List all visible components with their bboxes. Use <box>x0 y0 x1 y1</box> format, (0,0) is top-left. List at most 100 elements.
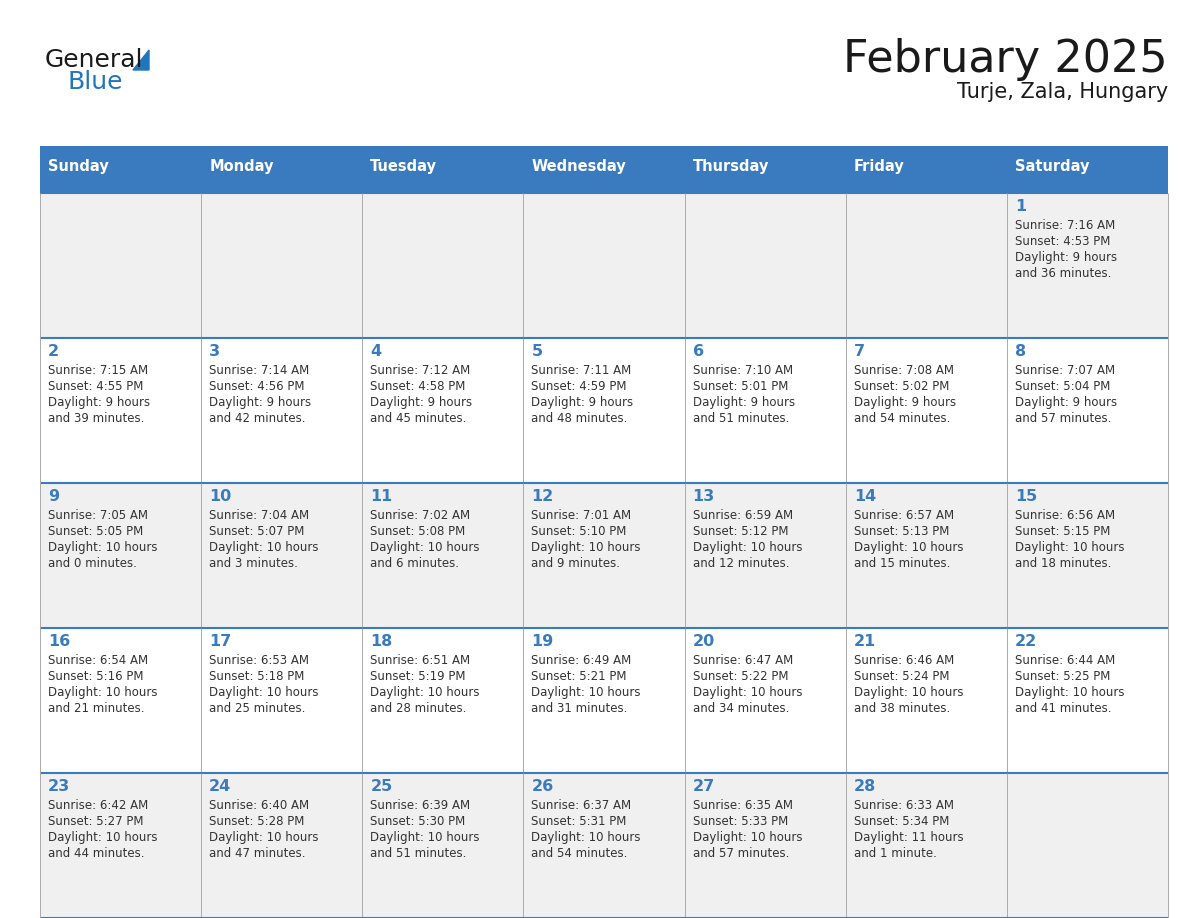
Text: Sunset: 4:58 PM: Sunset: 4:58 PM <box>371 380 466 393</box>
Text: Sunrise: 6:56 AM: Sunrise: 6:56 AM <box>1015 509 1116 522</box>
Text: 8: 8 <box>1015 344 1026 359</box>
Text: Daylight: 9 hours: Daylight: 9 hours <box>371 396 473 409</box>
Text: 5: 5 <box>531 344 543 359</box>
Text: Sunset: 5:31 PM: Sunset: 5:31 PM <box>531 815 627 828</box>
Text: Sunrise: 6:39 AM: Sunrise: 6:39 AM <box>371 799 470 812</box>
Text: and 42 minutes.: and 42 minutes. <box>209 412 305 425</box>
Text: Sunset: 4:59 PM: Sunset: 4:59 PM <box>531 380 627 393</box>
Text: Sunrise: 7:14 AM: Sunrise: 7:14 AM <box>209 364 309 377</box>
Text: and 0 minutes.: and 0 minutes. <box>48 557 137 570</box>
Text: Friday: Friday <box>854 159 904 174</box>
Text: 20: 20 <box>693 634 715 649</box>
Text: Sunset: 4:53 PM: Sunset: 4:53 PM <box>1015 235 1111 248</box>
Text: Sunrise: 6:54 AM: Sunrise: 6:54 AM <box>48 654 148 667</box>
Text: 17: 17 <box>209 634 232 649</box>
Text: 15: 15 <box>1015 489 1037 504</box>
Text: Sunrise: 7:08 AM: Sunrise: 7:08 AM <box>854 364 954 377</box>
Text: and 57 minutes.: and 57 minutes. <box>693 847 789 860</box>
Bar <box>40 483 1168 628</box>
Text: and 3 minutes.: and 3 minutes. <box>209 557 298 570</box>
Text: 18: 18 <box>371 634 392 649</box>
Text: 12: 12 <box>531 489 554 504</box>
Text: and 51 minutes.: and 51 minutes. <box>693 412 789 425</box>
Bar <box>40 628 1168 773</box>
Text: 14: 14 <box>854 489 876 504</box>
Text: Sunrise: 7:12 AM: Sunrise: 7:12 AM <box>371 364 470 377</box>
Text: Sunrise: 7:15 AM: Sunrise: 7:15 AM <box>48 364 148 377</box>
Text: Sunset: 4:55 PM: Sunset: 4:55 PM <box>48 380 144 393</box>
Text: and 41 minutes.: and 41 minutes. <box>1015 702 1111 715</box>
Bar <box>40 773 1168 918</box>
Text: Sunrise: 6:40 AM: Sunrise: 6:40 AM <box>209 799 309 812</box>
Text: Sunset: 5:10 PM: Sunset: 5:10 PM <box>531 525 627 538</box>
Text: Daylight: 10 hours: Daylight: 10 hours <box>1015 686 1124 699</box>
Text: 19: 19 <box>531 634 554 649</box>
Text: Sunset: 5:05 PM: Sunset: 5:05 PM <box>48 525 144 538</box>
Text: and 44 minutes.: and 44 minutes. <box>48 847 145 860</box>
Text: Sunrise: 7:07 AM: Sunrise: 7:07 AM <box>1015 364 1116 377</box>
Text: Sunday: Sunday <box>48 159 109 174</box>
Text: 22: 22 <box>1015 634 1037 649</box>
Text: Sunset: 5:18 PM: Sunset: 5:18 PM <box>209 670 304 683</box>
Text: Daylight: 9 hours: Daylight: 9 hours <box>854 396 956 409</box>
Text: Daylight: 9 hours: Daylight: 9 hours <box>1015 251 1117 264</box>
Text: Thursday: Thursday <box>693 159 769 174</box>
Text: Daylight: 9 hours: Daylight: 9 hours <box>531 396 633 409</box>
Text: Sunrise: 6:35 AM: Sunrise: 6:35 AM <box>693 799 792 812</box>
Text: Sunset: 5:08 PM: Sunset: 5:08 PM <box>371 525 466 538</box>
Text: 4: 4 <box>371 344 381 359</box>
Text: Sunset: 5:19 PM: Sunset: 5:19 PM <box>371 670 466 683</box>
Text: 26: 26 <box>531 779 554 794</box>
Text: Daylight: 10 hours: Daylight: 10 hours <box>48 686 158 699</box>
Polygon shape <box>133 50 148 70</box>
Text: Sunrise: 7:04 AM: Sunrise: 7:04 AM <box>209 509 309 522</box>
Text: Sunrise: 6:57 AM: Sunrise: 6:57 AM <box>854 509 954 522</box>
Text: Sunrise: 7:02 AM: Sunrise: 7:02 AM <box>371 509 470 522</box>
Text: Sunrise: 6:37 AM: Sunrise: 6:37 AM <box>531 799 632 812</box>
Text: and 18 minutes.: and 18 minutes. <box>1015 557 1111 570</box>
Text: and 57 minutes.: and 57 minutes. <box>1015 412 1111 425</box>
Text: Daylight: 10 hours: Daylight: 10 hours <box>371 831 480 844</box>
Text: Sunrise: 7:01 AM: Sunrise: 7:01 AM <box>531 509 632 522</box>
Text: 16: 16 <box>48 634 70 649</box>
Text: Sunset: 5:22 PM: Sunset: 5:22 PM <box>693 670 788 683</box>
Text: Daylight: 10 hours: Daylight: 10 hours <box>693 541 802 554</box>
Text: Sunset: 5:04 PM: Sunset: 5:04 PM <box>1015 380 1111 393</box>
Text: Daylight: 10 hours: Daylight: 10 hours <box>209 541 318 554</box>
Text: and 25 minutes.: and 25 minutes. <box>209 702 305 715</box>
Text: Sunset: 5:02 PM: Sunset: 5:02 PM <box>854 380 949 393</box>
Text: Sunrise: 6:49 AM: Sunrise: 6:49 AM <box>531 654 632 667</box>
Text: 7: 7 <box>854 344 865 359</box>
Text: Sunrise: 7:10 AM: Sunrise: 7:10 AM <box>693 364 792 377</box>
Text: Sunrise: 6:46 AM: Sunrise: 6:46 AM <box>854 654 954 667</box>
Bar <box>40 193 1168 338</box>
Text: Turje, Zala, Hungary: Turje, Zala, Hungary <box>956 82 1168 102</box>
Text: Daylight: 11 hours: Daylight: 11 hours <box>854 831 963 844</box>
Text: and 54 minutes.: and 54 minutes. <box>531 847 627 860</box>
Text: Sunset: 5:28 PM: Sunset: 5:28 PM <box>209 815 304 828</box>
Text: and 28 minutes.: and 28 minutes. <box>371 702 467 715</box>
Bar <box>40 338 1168 483</box>
Text: 21: 21 <box>854 634 876 649</box>
Text: Sunset: 5:15 PM: Sunset: 5:15 PM <box>1015 525 1111 538</box>
Text: Sunrise: 7:05 AM: Sunrise: 7:05 AM <box>48 509 148 522</box>
Text: Sunset: 4:56 PM: Sunset: 4:56 PM <box>209 380 304 393</box>
Text: 27: 27 <box>693 779 715 794</box>
Bar <box>40 151 1168 193</box>
Text: Daylight: 9 hours: Daylight: 9 hours <box>693 396 795 409</box>
Text: Sunrise: 7:11 AM: Sunrise: 7:11 AM <box>531 364 632 377</box>
Text: Sunset: 5:12 PM: Sunset: 5:12 PM <box>693 525 788 538</box>
Text: and 12 minutes.: and 12 minutes. <box>693 557 789 570</box>
Text: 23: 23 <box>48 779 70 794</box>
Text: Sunset: 5:16 PM: Sunset: 5:16 PM <box>48 670 144 683</box>
Text: General: General <box>45 48 144 72</box>
Text: and 39 minutes.: and 39 minutes. <box>48 412 145 425</box>
Text: and 38 minutes.: and 38 minutes. <box>854 702 950 715</box>
Text: Daylight: 10 hours: Daylight: 10 hours <box>1015 541 1124 554</box>
Text: Daylight: 10 hours: Daylight: 10 hours <box>531 831 642 844</box>
Text: 10: 10 <box>209 489 232 504</box>
Text: and 31 minutes.: and 31 minutes. <box>531 702 627 715</box>
Text: Sunset: 5:07 PM: Sunset: 5:07 PM <box>209 525 304 538</box>
Text: and 6 minutes.: and 6 minutes. <box>371 557 460 570</box>
Text: and 47 minutes.: and 47 minutes. <box>209 847 305 860</box>
